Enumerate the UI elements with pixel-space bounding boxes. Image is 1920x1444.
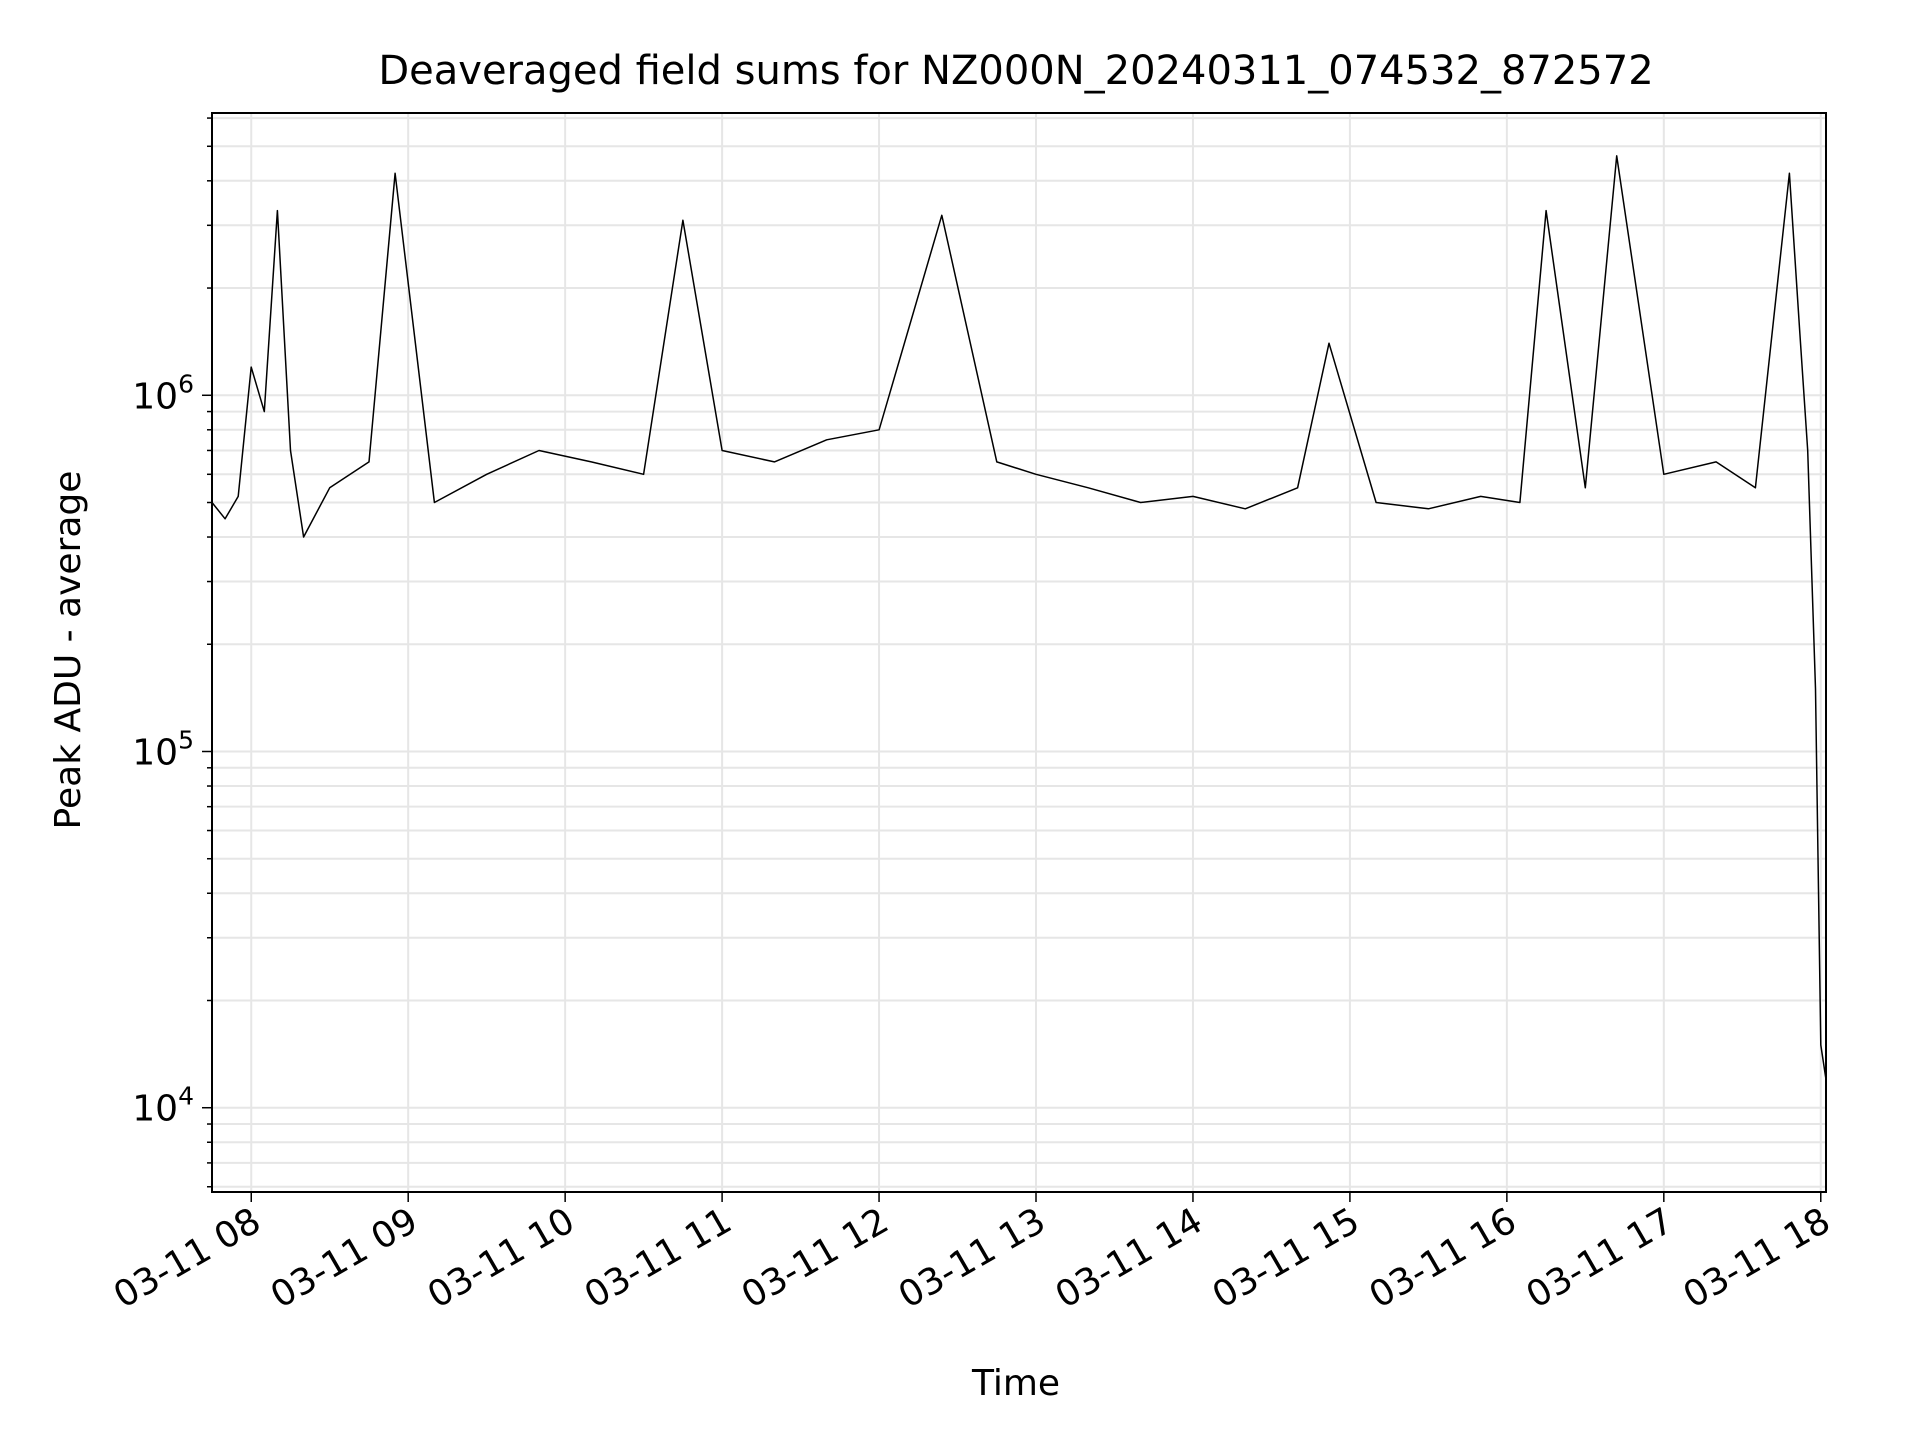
x-axis-label: Time bbox=[971, 1363, 1060, 1404]
series-line bbox=[211, 155, 1827, 1080]
y-axis-label: Peak ADU - average bbox=[48, 471, 89, 830]
chart-title: Deaveraged field sums for NZ000N_2024031… bbox=[378, 48, 1653, 94]
y-tick-label: 105 bbox=[132, 725, 194, 773]
grid-layer bbox=[212, 113, 1826, 1192]
y-tick-label: 106 bbox=[132, 369, 194, 417]
y-tick-label: 104 bbox=[132, 1082, 194, 1130]
series-layer bbox=[211, 155, 1827, 1080]
plot-frame bbox=[211, 112, 1827, 1193]
